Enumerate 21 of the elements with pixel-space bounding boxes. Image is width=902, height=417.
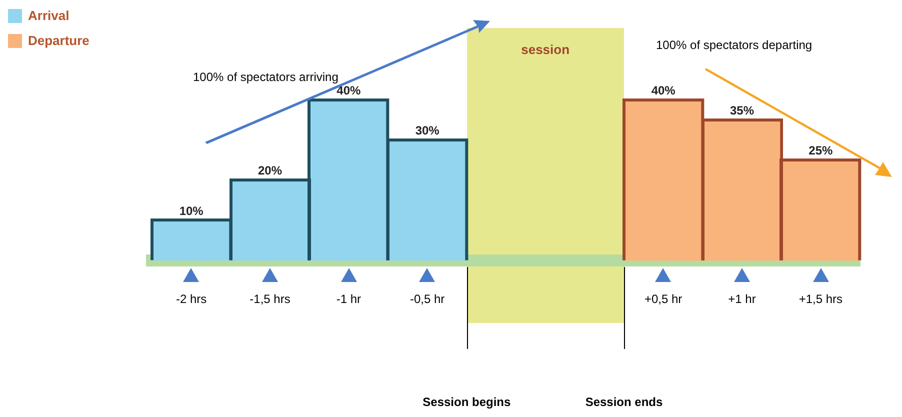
x-tick-label: +1 hr [728, 292, 756, 306]
legend-label: Arrival [28, 8, 70, 23]
data-label: 40% [336, 84, 361, 98]
data-label: 10% [179, 204, 204, 218]
text: 100% of spectators arriving [193, 70, 338, 84]
data-label: 20% [258, 164, 282, 178]
text: 100% of spectators departing [656, 38, 812, 52]
legend-label: Departure [28, 33, 90, 48]
data-label: 25% [808, 144, 833, 158]
x-tick-label: +0,5 hr [644, 292, 682, 306]
text: session [520, 42, 571, 57]
x-tick-label: -2 hrs [176, 292, 207, 306]
data-label: 40% [651, 84, 676, 98]
x-tick-label: -1 hr [336, 292, 362, 306]
data-label: 35% [730, 104, 754, 118]
text: Session ends [584, 395, 664, 409]
data-label: 30% [415, 124, 440, 138]
text: Session begins [422, 395, 512, 409]
x-tick-label: +1,5 hrs [798, 292, 843, 306]
x-tick-label: -1,5 hrs [250, 292, 290, 306]
x-tick-label: -0,5 hr [410, 292, 445, 306]
